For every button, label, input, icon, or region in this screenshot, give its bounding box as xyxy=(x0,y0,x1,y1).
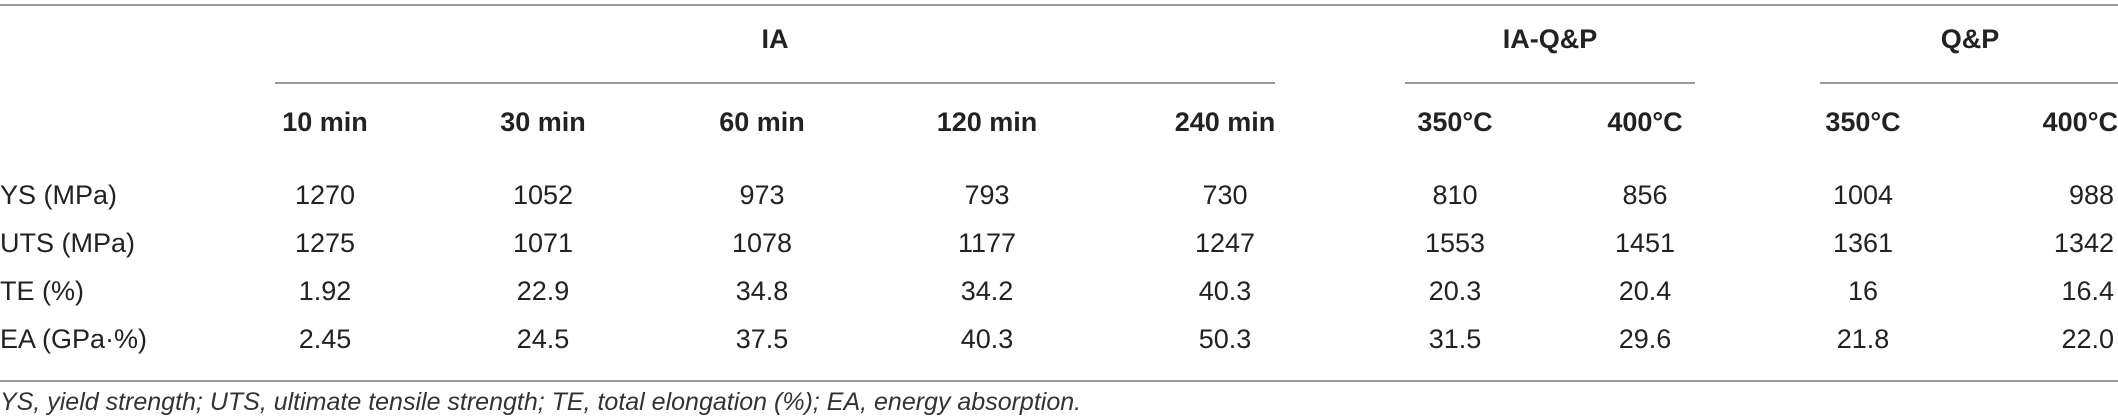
table-cell: 1071 xyxy=(512,228,574,258)
subheader-400c-iaqp: 400°C xyxy=(1607,107,1683,137)
table-cell: 20.4 xyxy=(1618,276,1672,306)
subheader-30-min: 30 min xyxy=(500,107,586,137)
table-cell: 1553 xyxy=(1424,228,1486,258)
table-cell: 22.9 xyxy=(516,276,570,306)
subheader-350c-iaqp: 350°C xyxy=(1417,107,1493,137)
row-label-ea: EA (GPa·%) xyxy=(0,324,148,354)
table-cell: 31.5 xyxy=(1428,324,1482,354)
subheader-120-min: 120 min xyxy=(936,107,1038,137)
table-cell: 40.3 xyxy=(960,324,1014,354)
table-cell: 1247 xyxy=(1194,228,1256,258)
table-cell: 1052 xyxy=(512,180,574,210)
row-label-ys: YS (MPa) xyxy=(0,180,118,210)
subheader-10-min: 10 min xyxy=(282,107,368,137)
table-cell: 40.3 xyxy=(1198,276,1252,306)
table-cell: 2.45 xyxy=(298,324,352,354)
group-header-ia: IA xyxy=(761,24,789,54)
table-cell: 1451 xyxy=(1614,228,1676,258)
subheader-60-min: 60 min xyxy=(719,107,805,137)
table-bottom-rule xyxy=(0,380,2118,382)
subheader-240-min: 240 min xyxy=(1174,107,1276,137)
group-rule-qp xyxy=(1820,82,2118,84)
table-cell: 16 xyxy=(1847,276,1879,306)
table-cell: 856 xyxy=(1622,180,1668,210)
table-cell: 1342 xyxy=(2053,228,2114,258)
table-cell: 1004 xyxy=(1832,180,1894,210)
table-cell: 22.0 xyxy=(2061,324,2114,354)
table-cell: 730 xyxy=(1202,180,1248,210)
table-cell: 1361 xyxy=(1832,228,1894,258)
table-cell: 34.2 xyxy=(960,276,1014,306)
group-header-ia-qp: IA-Q&P xyxy=(1502,24,1598,54)
table-cell: 21.8 xyxy=(1836,324,1890,354)
table-cell: 810 xyxy=(1432,180,1478,210)
group-header-qp: Q&P xyxy=(1940,24,2000,54)
table-cell: 1.92 xyxy=(298,276,352,306)
subheader-400c-qp: 400°C xyxy=(2042,107,2118,137)
row-label-te: TE (%) xyxy=(0,276,84,306)
table-cell: 1275 xyxy=(294,228,356,258)
table-cell: 50.3 xyxy=(1198,324,1252,354)
group-rule-ia xyxy=(275,82,1275,84)
table-cell: 1177 xyxy=(957,228,1017,258)
table-cell: 973 xyxy=(739,180,785,210)
subheader-350c-qp: 350°C xyxy=(1825,107,1901,137)
table-top-rule xyxy=(0,4,2118,6)
table-footnote: YS, yield strength; UTS, ultimate tensil… xyxy=(0,388,1082,416)
table-cell: 37.5 xyxy=(735,324,789,354)
table-cell: 16.4 xyxy=(2061,276,2114,306)
table-cell: 793 xyxy=(964,180,1010,210)
table-cell: 34.8 xyxy=(735,276,789,306)
row-label-uts: UTS (MPa) xyxy=(0,228,135,258)
table-cell: 24.5 xyxy=(516,324,570,354)
table-cell: 1270 xyxy=(294,180,356,210)
table-cell: 988 xyxy=(2068,180,2114,210)
table-cell: 20.3 xyxy=(1428,276,1482,306)
group-rule-ia-qp xyxy=(1405,82,1695,84)
table-cell: 1078 xyxy=(731,228,793,258)
table-cell: 29.6 xyxy=(1618,324,1672,354)
